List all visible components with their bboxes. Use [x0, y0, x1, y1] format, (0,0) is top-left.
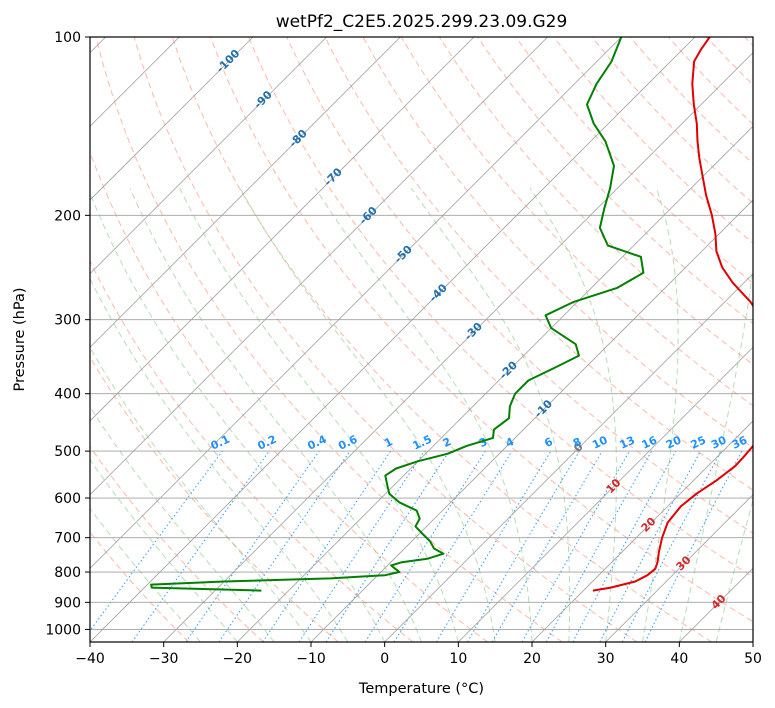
mixing-ratio-label: 20 — [664, 433, 684, 451]
y-tick-label: 900 — [54, 595, 81, 611]
y-tick-label: 800 — [54, 565, 81, 581]
plot-frame — [89, 36, 754, 643]
moist-adiabat-line — [715, 498, 753, 642]
x-tick-label: 40 — [670, 651, 688, 667]
isotherm-line — [163, 52, 753, 642]
x-tick-label: −20 — [223, 651, 253, 667]
isotherm-line — [90, 37, 254, 201]
chart-title: wetPf2_C2E5.2025.299.23.09.G29 — [276, 12, 568, 32]
dry-adiabat-line — [95, 37, 563, 642]
y-tick-label: 600 — [54, 491, 81, 507]
dry-adiabat-line — [133, 37, 638, 642]
mixing-ratio-line — [644, 450, 743, 642]
x-tick-label: −10 — [296, 651, 326, 667]
isotherm-line — [90, 37, 622, 569]
moist-adiabat-line — [129, 187, 422, 642]
moist-adiabat-line — [90, 507, 201, 642]
mixing-ratio-label: 16 — [640, 433, 660, 451]
mixing-ratio-line — [325, 450, 450, 642]
mixing-ratio-label: 36 — [730, 433, 750, 451]
dry-adiabat-line — [324, 37, 753, 491]
mixing-ratio-line — [218, 450, 351, 642]
axis-ticks: −40 −30 −20 −10 0 10 20 30 40 50 100 200 300 400 500 60… — [45, 30, 762, 667]
mixing-ratio-label: 13 — [618, 434, 637, 452]
isotherm-line — [458, 346, 753, 642]
x-axis-label: Temperature (°C) — [358, 681, 484, 697]
isotherm-line — [90, 37, 327, 275]
isotherm-line — [90, 37, 696, 642]
mixing-ratio-line — [131, 450, 270, 642]
isotherm-line — [384, 273, 753, 642]
x-tick-label: 50 — [744, 651, 762, 667]
isotherm-line — [90, 37, 475, 422]
x-tick-label: −40 — [75, 651, 105, 667]
y-tick-label: 100 — [54, 30, 81, 46]
mixing-ratio-line — [185, 450, 320, 642]
mixing-ratio-line — [393, 450, 513, 642]
moist-adiabat-line — [90, 191, 386, 642]
y-tick-label: 300 — [54, 313, 81, 329]
moist-adiabat-line — [315, 187, 533, 642]
moist-adiabat-line — [179, 187, 459, 642]
mixing-ratio-label: 10 — [590, 433, 610, 451]
dewpoint-profile-line — [150, 37, 645, 592]
moist-adiabat-line — [529, 187, 617, 642]
mixing-ratio-label: 30 — [709, 433, 729, 451]
dry-adiabat-line — [248, 37, 753, 578]
profile-series — [150, 37, 753, 592]
moist-adiabat-line — [678, 264, 753, 642]
mixing-ratio-line — [521, 450, 630, 642]
dry-adiabat-line — [90, 259, 414, 642]
moist-adiabat-line — [642, 188, 679, 642]
mixing-ratio-line — [545, 450, 653, 642]
y-tick-label: 400 — [54, 387, 81, 403]
moist-adiabat-line — [90, 458, 238, 642]
dry-adiabat-line — [171, 37, 712, 642]
moist-adiabat-line — [410, 187, 571, 642]
dry-adiabat-line — [209, 37, 753, 623]
y-axis-label: Pressure (hPa) — [12, 287, 28, 391]
dry-adiabat-line — [90, 445, 264, 642]
isotherm-line — [90, 37, 401, 348]
mixing-ratio-line — [298, 450, 425, 642]
x-tick-label: 20 — [523, 651, 541, 667]
mixing-ratio-line — [572, 450, 677, 642]
y-tick-label: 200 — [54, 208, 81, 224]
dry-adiabat-line — [477, 37, 753, 325]
dry-adiabat-line — [90, 356, 339, 642]
isotherm-line — [531, 420, 753, 642]
isotherm-line — [310, 199, 753, 642]
background-lines — [90, 37, 753, 642]
mixing-ratio-label: 25 — [689, 434, 708, 452]
mixing-ratio-line — [262, 450, 392, 642]
dry-adiabat-line — [515, 37, 753, 284]
isotherm-line — [90, 37, 548, 496]
x-tick-label: 0 — [380, 651, 389, 667]
x-tick-label: −30 — [149, 651, 179, 667]
y-tick-label: 1000 — [45, 622, 81, 638]
moist-adiabat-line — [239, 187, 496, 642]
moist-adiabat-line — [90, 277, 349, 642]
dry-adiabat-line — [286, 37, 753, 534]
y-tick-label: 500 — [54, 444, 81, 460]
temperature-profile-line — [592, 37, 753, 592]
x-tick-label: 30 — [597, 651, 615, 667]
x-tick-label: 10 — [449, 651, 467, 667]
mixing-ratio-line — [90, 450, 223, 632]
isotherm-line — [237, 125, 753, 642]
isotherm-line — [605, 494, 753, 642]
y-tick-label: 700 — [54, 531, 81, 547]
